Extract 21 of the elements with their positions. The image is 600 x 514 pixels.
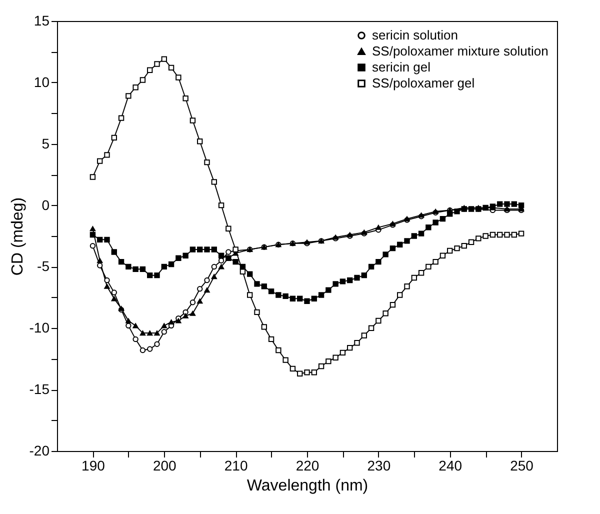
- x-tick-label: 250: [510, 458, 534, 474]
- x-tick-label: 210: [224, 458, 248, 474]
- x-tick-label: 240: [438, 458, 462, 474]
- y-axis-title: CD (mdeg): [9, 197, 26, 276]
- y-tick-label: 10: [34, 74, 50, 90]
- y-tick-label: 15: [34, 12, 50, 28]
- y-tick-label: -5: [37, 258, 50, 274]
- x-axis-title: Wavelength (nm): [246, 478, 368, 494]
- y-tick-label: 0: [42, 196, 50, 213]
- legend-label: sericin solution: [372, 28, 458, 42]
- y-tick-label: -20: [29, 442, 50, 458]
- x-tick-label: 220: [296, 458, 320, 474]
- y-tick-label: -15: [29, 381, 50, 398]
- legend-label: SS/poloxamer mixture solution: [372, 44, 548, 58]
- y-tick-label: -10: [29, 320, 50, 336]
- legend-label: SS/poloxamer gel: [372, 76, 475, 90]
- x-tick-label: 230: [367, 458, 391, 474]
- x-tick-label: 200: [152, 458, 177, 474]
- y-tick-label: 5: [42, 135, 50, 152]
- x-tick-label: 190: [82, 458, 106, 474]
- legend-label: sericin gel: [372, 60, 431, 74]
